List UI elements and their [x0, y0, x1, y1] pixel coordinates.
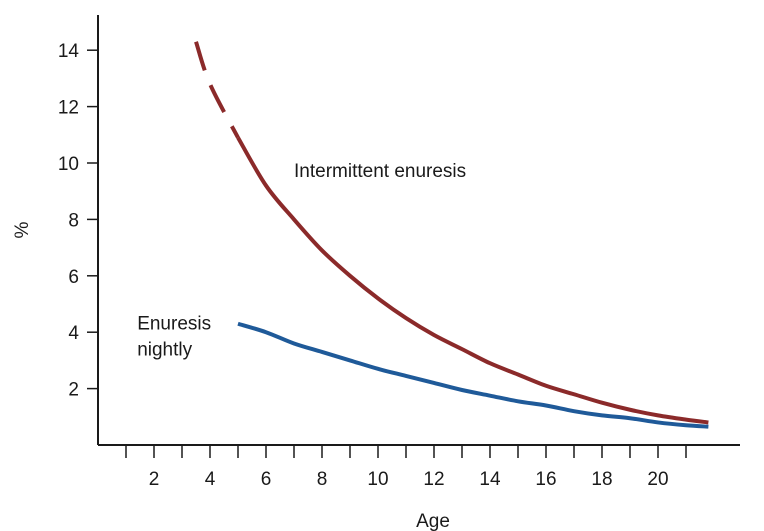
x-tick-label: 10: [367, 469, 388, 490]
x-tick-label: 14: [479, 469, 501, 490]
x-tick-label: 18: [591, 469, 612, 490]
series-annotation-line: Enuresis: [137, 313, 211, 334]
x-tick-label: 20: [647, 469, 668, 490]
y-tick-labels: 2 4 6 8 10 12 14: [58, 41, 80, 400]
chart-annotations: Intermittent enuresis Enuresis nightly: [137, 161, 466, 360]
y-tick-label: 4: [68, 323, 79, 344]
x-axis-label: Age: [416, 511, 450, 531]
chart-axes: [87, 15, 740, 446]
y-tick-label: 12: [58, 98, 79, 119]
series-line-intermittent-enuresis: [236, 136, 709, 425]
chart-series: [194, 41, 709, 429]
y-tick-label: 10: [58, 154, 79, 175]
x-axis-ticks: [125, 445, 687, 458]
y-tick-label: 2: [68, 380, 79, 401]
x-tick-label: 2: [149, 469, 160, 490]
x-tick-label: 4: [205, 469, 216, 490]
series-annotation: Enuresis nightly: [137, 313, 211, 360]
y-axis-label: %: [12, 221, 33, 238]
x-tick-label: 8: [317, 469, 328, 490]
x-tick-label: 12: [423, 469, 444, 490]
series-line-intermittent-enuresis-dashed: [194, 41, 240, 139]
x-tick-label: 16: [535, 469, 556, 490]
series-annotation-line: nightly: [137, 339, 192, 360]
series-annotation: Intermittent enuresis: [294, 161, 466, 182]
x-tick-label: 6: [261, 469, 272, 490]
y-tick-label: 6: [68, 267, 79, 288]
x-tick-labels: 2 4 6 8 10 12 14 16 18 20: [149, 469, 669, 490]
y-tick-label: 8: [68, 210, 79, 231]
series-line-enuresis-nightly: [237, 321, 709, 429]
y-tick-label: 14: [58, 41, 80, 62]
